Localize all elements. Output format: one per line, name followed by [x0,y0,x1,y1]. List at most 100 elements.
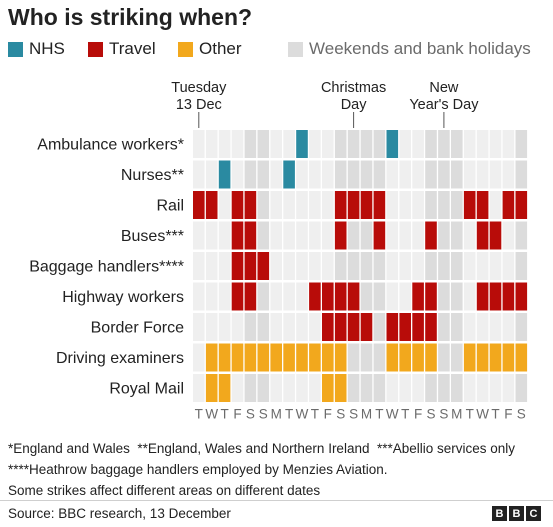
strike-cell [231,282,244,311]
empty-cell [476,130,489,158]
legend-item-other: Other [178,38,242,60]
strike-cell [322,343,334,372]
empty-cell [218,130,231,158]
empty-cell [283,130,295,158]
holiday-cell [334,160,347,189]
empty-cell [218,252,231,280]
date-marker-label: Year's Day [409,97,479,113]
empty-cell [270,191,282,219]
strike-cell [502,343,515,372]
strike-cell [257,343,270,372]
logo-letter: B [492,506,507,521]
strike-cell [502,282,515,311]
day-letter: T [466,407,474,422]
day-letter: M [451,407,462,422]
day-letter: T [401,407,409,422]
empty-cell [489,313,502,341]
holiday-cell [451,282,463,311]
empty-cell [270,252,282,280]
strike-cell [386,130,399,158]
strike-cell [489,343,502,372]
holiday-cell [438,313,450,341]
bbc-logo: B B C [492,506,541,521]
empty-cell [489,130,502,158]
strike-cell [270,343,282,372]
strike-cell [334,374,347,402]
empty-cell [489,160,502,189]
holiday-cell [425,160,437,189]
strike-cell [334,313,347,341]
row-label: Ambulance workers* [37,137,184,154]
empty-cell [270,313,282,341]
strike-cell [334,282,347,311]
empty-cell [399,130,411,158]
strike-cell [347,282,360,311]
strike-cell [205,191,218,219]
day-letter: S [336,407,345,422]
empty-cell [412,130,424,158]
holiday-cell [451,374,463,402]
day-letter: T [311,407,319,422]
row-label: Border Force [91,320,184,337]
holiday-cell [334,252,347,280]
strike-cell [412,313,424,341]
holiday-cell [257,313,270,341]
holiday-cell [257,374,270,402]
holiday-cell [515,313,528,341]
strike-cell [463,191,476,219]
empty-cell [502,130,515,158]
empty-cell [218,221,231,250]
strike-cell [296,343,308,372]
holiday-cell [347,221,360,250]
strike-cell [257,252,270,280]
strike-cell [425,282,437,311]
holiday-cell [360,221,373,250]
empty-cell [502,221,515,250]
holiday-cell [373,313,386,341]
empty-cell [193,282,205,311]
empty-cell [205,160,218,189]
empty-cell [205,130,218,158]
empty-cell [386,191,399,219]
empty-cell [463,130,476,158]
strike-cell [412,282,424,311]
holiday-cell [347,160,360,189]
empty-cell [386,282,399,311]
legend-label-nhs: NHS [29,39,65,58]
strike-cell [373,191,386,219]
legend-label-travel: Travel [109,39,156,58]
empty-cell [309,252,321,280]
day-letter: S [426,407,435,422]
empty-cell [296,191,308,219]
holiday-cell [257,221,270,250]
empty-cell [399,191,411,219]
strike-cell [360,313,373,341]
row-label: Royal Mail [109,381,184,398]
holiday-cell [347,252,360,280]
date-marker-label: New [429,80,459,96]
empty-cell [218,191,231,219]
strike-cell [373,221,386,250]
holiday-cell [438,343,450,372]
strike-cell [412,343,424,372]
empty-cell [463,374,476,402]
empty-cell [218,313,231,341]
holiday-cell [438,252,450,280]
holiday-cell [451,130,463,158]
row-label: Driving examiners [56,350,184,367]
logo-letter: C [526,506,541,521]
day-letter: F [324,407,332,422]
strike-cell [296,130,308,158]
legend-swatch-holiday [288,41,303,57]
empty-cell [463,282,476,311]
strike-cell [244,343,257,372]
holiday-cell [438,191,450,219]
row-label: Rail [156,198,184,215]
strike-cell [399,343,411,372]
holiday-cell [515,374,528,402]
empty-cell [322,252,334,280]
strike-cell [322,282,334,311]
holiday-cell [425,374,437,402]
empty-cell [270,374,282,402]
